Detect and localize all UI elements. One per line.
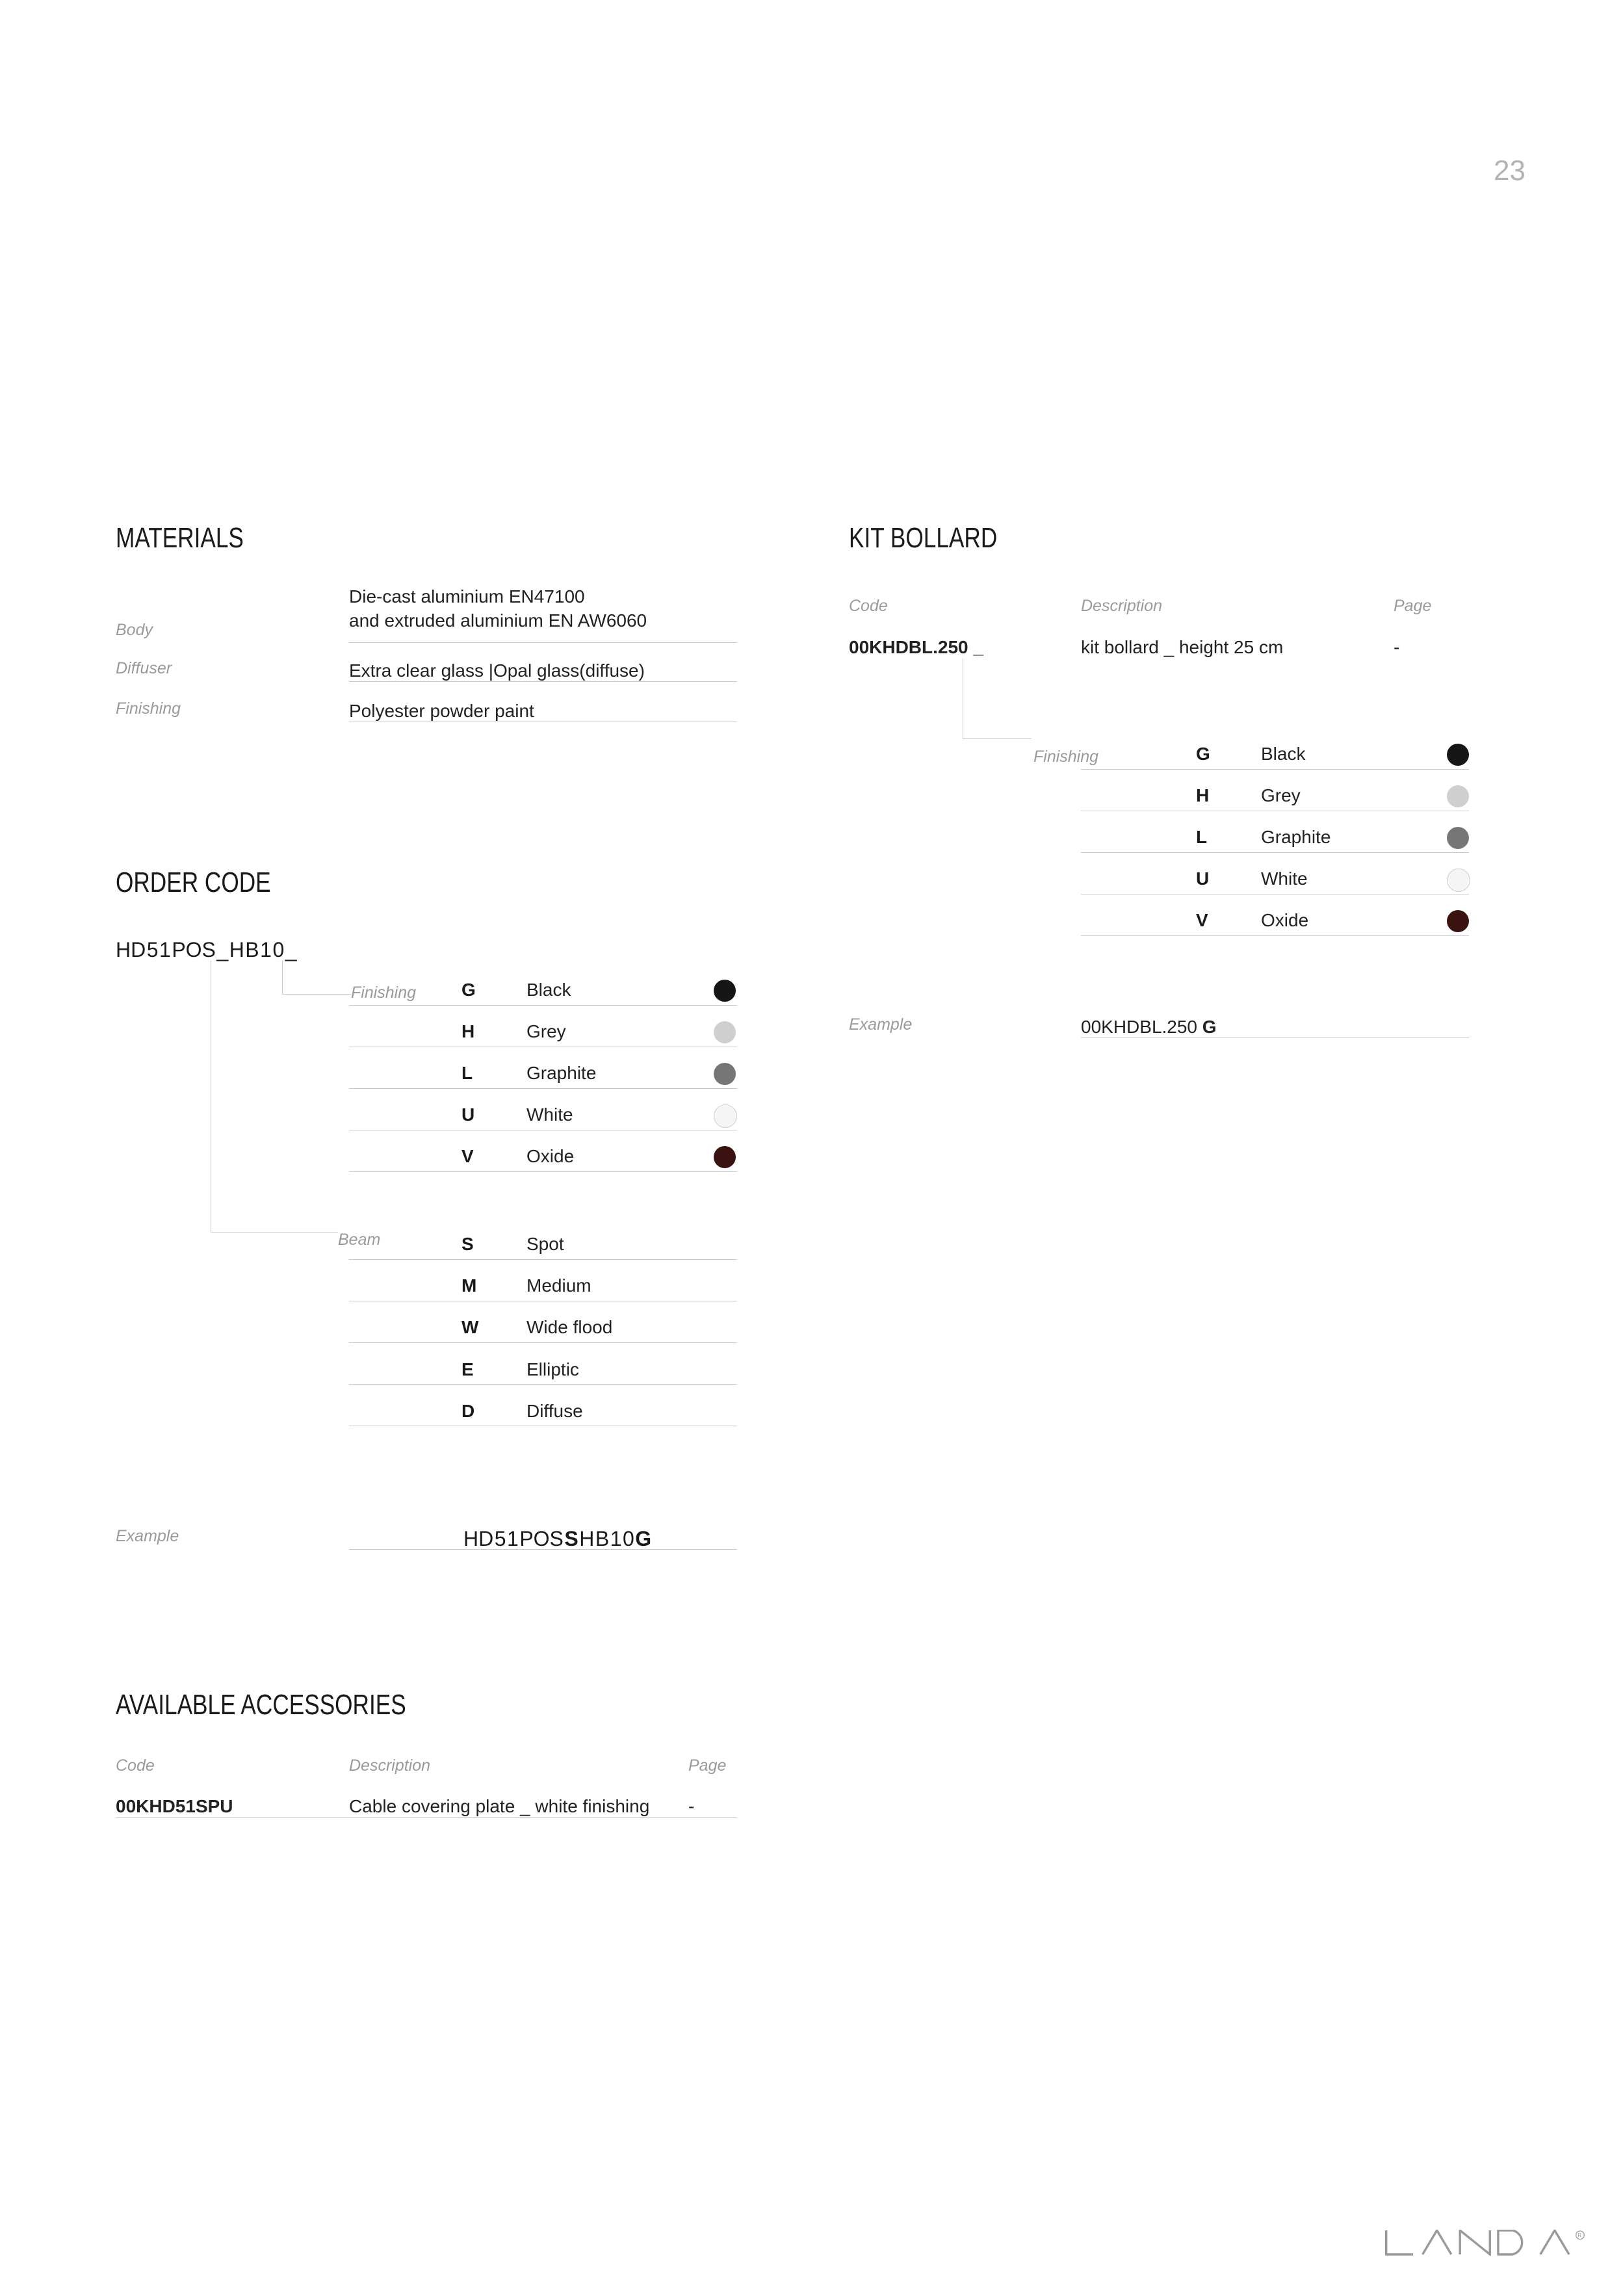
svg-text:R: R xyxy=(1578,2232,1581,2238)
